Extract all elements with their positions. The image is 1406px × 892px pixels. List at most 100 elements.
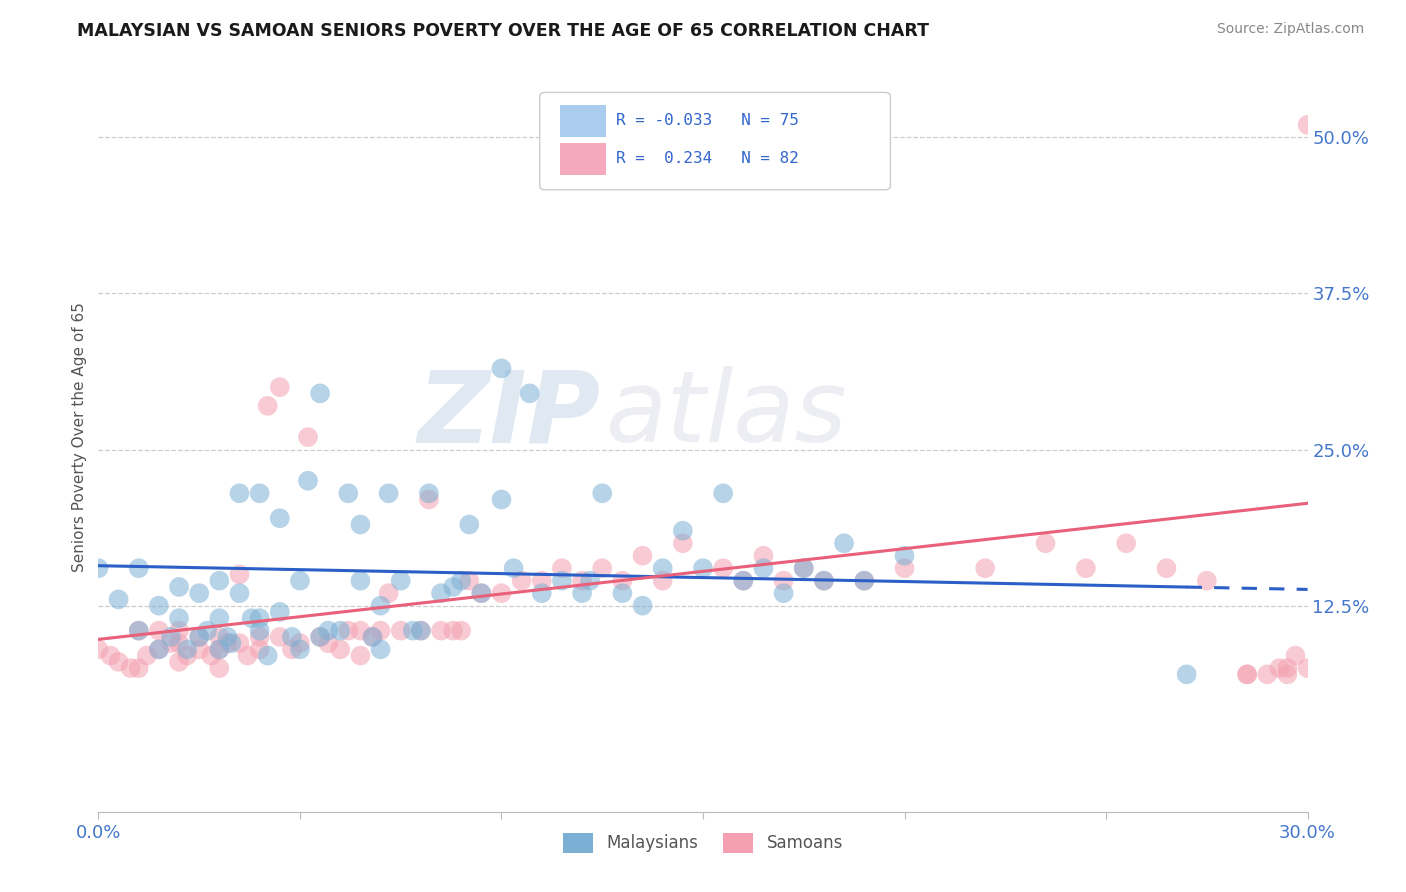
Point: [832, 536, 855, 550]
Point: [458, 574, 481, 588]
Point: [853, 574, 876, 588]
Point: [458, 517, 481, 532]
Point: [1175, 667, 1198, 681]
Point: [813, 574, 835, 588]
Point: [370, 642, 392, 657]
Point: [793, 561, 815, 575]
Point: [409, 624, 432, 638]
Point: [651, 561, 673, 575]
Point: [510, 574, 533, 588]
Point: [148, 642, 170, 657]
Point: [692, 561, 714, 575]
Point: [491, 361, 513, 376]
Point: [450, 574, 472, 588]
Point: [491, 586, 513, 600]
Point: [167, 636, 190, 650]
Point: [269, 380, 291, 394]
Point: [571, 586, 593, 600]
Point: [752, 549, 775, 563]
Point: [167, 624, 190, 638]
Point: [208, 630, 231, 644]
Point: [418, 492, 440, 507]
Point: [1236, 667, 1258, 681]
Point: [893, 561, 915, 575]
Point: [281, 642, 304, 657]
Point: [208, 642, 231, 657]
Point: [377, 586, 399, 600]
Point: [188, 630, 211, 644]
Point: [591, 561, 613, 575]
FancyBboxPatch shape: [561, 105, 606, 137]
Point: [711, 561, 734, 575]
Point: [772, 574, 794, 588]
Point: [530, 574, 553, 588]
Point: [269, 605, 291, 619]
Point: [316, 624, 339, 638]
Text: MALAYSIAN VS SAMOAN SENIORS POVERTY OVER THE AGE OF 65 CORRELATION CHART: MALAYSIAN VS SAMOAN SENIORS POVERTY OVER…: [77, 22, 929, 40]
Point: [430, 624, 453, 638]
Point: [377, 486, 399, 500]
Point: [288, 642, 311, 657]
Point: [269, 511, 291, 525]
Point: [1236, 667, 1258, 681]
Point: [1035, 536, 1057, 550]
Point: [752, 561, 775, 575]
Point: [148, 599, 170, 613]
Point: [612, 574, 634, 588]
Point: [135, 648, 157, 663]
Point: [249, 611, 271, 625]
Point: [337, 486, 360, 500]
Point: [813, 574, 835, 588]
Point: [672, 536, 695, 550]
Text: atlas: atlas: [606, 366, 848, 463]
Point: [551, 561, 574, 575]
Point: [1277, 661, 1299, 675]
Point: [309, 630, 332, 644]
Point: [349, 517, 371, 532]
Point: [249, 642, 271, 657]
Point: [188, 586, 211, 600]
Point: [418, 486, 440, 500]
Point: [87, 561, 110, 575]
Point: [1256, 667, 1278, 681]
Point: [974, 561, 997, 575]
Point: [631, 599, 654, 613]
Legend: Malaysians, Samoans: Malaysians, Samoans: [557, 826, 849, 860]
FancyBboxPatch shape: [561, 143, 606, 175]
Point: [128, 624, 150, 638]
Point: [297, 474, 319, 488]
Point: [128, 624, 150, 638]
Point: [148, 642, 170, 657]
Point: [288, 574, 311, 588]
Point: [120, 661, 142, 675]
Point: [441, 580, 464, 594]
Point: [893, 549, 915, 563]
Point: [87, 642, 110, 657]
Point: [167, 611, 190, 625]
Point: [470, 586, 492, 600]
Point: [402, 624, 425, 638]
Point: [370, 624, 392, 638]
Point: [228, 586, 250, 600]
Point: [188, 630, 211, 644]
Point: [1284, 648, 1306, 663]
Point: [100, 648, 122, 663]
Point: [160, 636, 183, 650]
Point: [733, 574, 755, 588]
Point: [217, 630, 239, 644]
Point: [256, 399, 278, 413]
Point: [733, 574, 755, 588]
Point: [309, 630, 332, 644]
Point: [349, 648, 371, 663]
Point: [491, 492, 513, 507]
Point: [470, 586, 492, 600]
Point: [389, 624, 412, 638]
Point: [217, 636, 239, 650]
Point: [409, 624, 432, 638]
Point: [195, 624, 218, 638]
Point: [530, 586, 553, 600]
Point: [361, 630, 384, 644]
Point: [370, 599, 392, 613]
Point: [672, 524, 695, 538]
Point: [441, 624, 464, 638]
